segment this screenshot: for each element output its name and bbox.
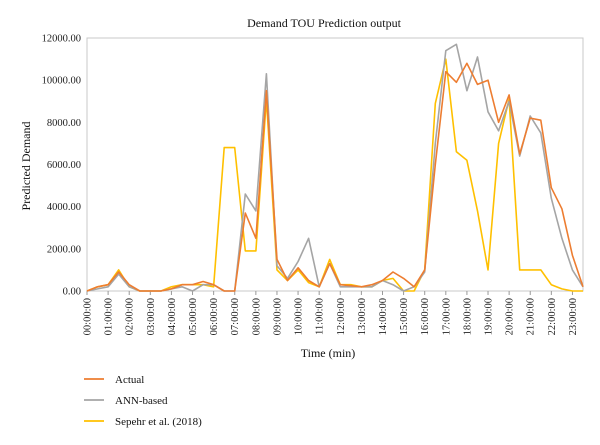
- x-tick-label: 23:00:00: [568, 298, 579, 335]
- legend: Actual ANN-based Sepehr et al. (2018): [84, 374, 202, 428]
- x-tick-label: 14:00:00: [378, 298, 389, 335]
- x-tick-label: 15:00:00: [399, 298, 410, 335]
- x-tick-label: 06:00:00: [209, 298, 220, 335]
- x-tick-label: 11:00:00: [315, 298, 326, 335]
- y-tick-label: 2000.00: [47, 244, 81, 255]
- x-tick-label: 17:00:00: [441, 298, 452, 335]
- y-tick-label: 0.00: [63, 287, 81, 298]
- series-line-actual: [86, 62, 584, 292]
- series-lines: [86, 43, 584, 292]
- legend-label: Sepehr et al. (2018): [115, 416, 202, 428]
- x-tick-label: 13:00:00: [357, 298, 368, 335]
- series-line-sepehr-et-al-2018: [86, 58, 583, 292]
- y-axis-title: Predicted Demand: [19, 122, 33, 211]
- x-tick-label: 00:00:00: [83, 298, 94, 335]
- legend-label: ANN-based: [115, 395, 168, 407]
- chart-title: Demand TOU Prediction output: [247, 16, 402, 30]
- x-axis-title: Time (min): [301, 346, 356, 360]
- x-tick-label: 07:00:00: [230, 298, 241, 335]
- series-line-ann-based: [86, 43, 584, 292]
- x-tick-label: 19:00:00: [484, 298, 495, 335]
- x-tick-label: 12:00:00: [336, 298, 347, 335]
- y-tick-label: 6000.00: [47, 160, 81, 171]
- x-tick-label: 21:00:00: [526, 298, 537, 335]
- x-tick-label: 20:00:00: [505, 298, 516, 335]
- x-tick-label: 22:00:00: [547, 298, 558, 335]
- y-tick-label: 10000.00: [42, 76, 81, 87]
- x-tick-label: 05:00:00: [188, 298, 199, 335]
- x-tick-label: 08:00:00: [251, 298, 262, 335]
- y-tick-label: 8000.00: [47, 118, 81, 129]
- x-tick-label: 09:00:00: [272, 298, 283, 335]
- y-tick-label: 12000.00: [42, 34, 81, 45]
- x-tick-label: 01:00:00: [104, 298, 115, 335]
- legend-label: Actual: [115, 374, 144, 386]
- y-axis-ticks: 0.00 2000.00 4000.00 6000.00 8000.00 10000.00…: [42, 34, 81, 298]
- x-tick-label: 04:00:00: [167, 298, 178, 335]
- x-axis-ticks: 00:00:00 01:00:00 02:00:00 03:00:00 04:00:00…: [83, 291, 579, 335]
- x-tick-label: 02:00:00: [125, 298, 136, 335]
- y-tick-label: 4000.00: [47, 202, 81, 213]
- x-tick-label: 18:00:00: [462, 298, 473, 335]
- plot-frame: [86, 37, 584, 292]
- x-tick-label: 03:00:00: [146, 298, 157, 335]
- x-tick-label: 10:00:00: [294, 298, 305, 335]
- x-tick-label: 16:00:00: [420, 298, 431, 335]
